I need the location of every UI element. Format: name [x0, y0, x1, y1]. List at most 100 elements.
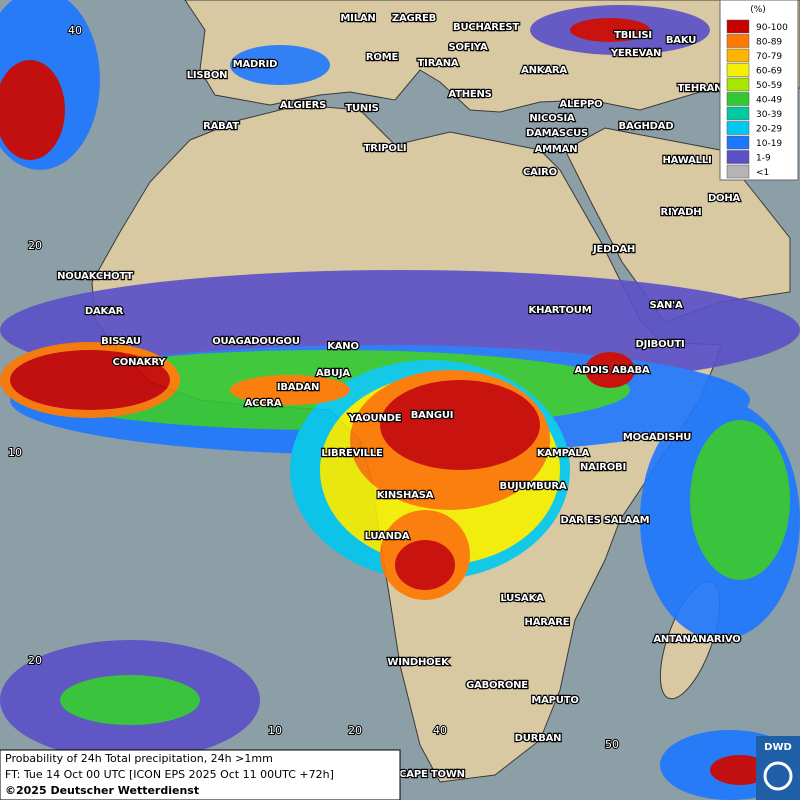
footer-title: Probability of 24h Total precipitation, …	[5, 752, 273, 765]
city-label: BANGUI	[411, 410, 454, 421]
legend-swatch	[726, 19, 750, 34]
city-label: KANO	[327, 341, 359, 352]
city-label: TUNIS	[345, 103, 378, 114]
legend-swatch	[726, 34, 750, 48]
legend-swatch	[726, 63, 750, 77]
city-label: SAN'A	[649, 300, 683, 311]
city-label: RIYADH	[661, 207, 702, 218]
city-label: ZAGREB	[392, 13, 436, 24]
city-label: HARARE	[525, 617, 570, 628]
city-label: SOFIYA	[448, 42, 488, 53]
city-label: RABAT	[203, 121, 239, 132]
city-label: DOHA	[708, 193, 741, 204]
city-label: KINSHASA	[377, 490, 434, 501]
legend-label: 80-89	[756, 38, 782, 48]
city-label: IBADAN	[277, 382, 319, 393]
footer-box	[0, 749, 401, 801]
grid-label: 40	[433, 724, 447, 737]
city-label: JEDDAH	[592, 244, 635, 255]
legend-label: 60-69	[756, 67, 782, 77]
footer-copyright: ©2025 Deutscher Wetterdienst	[5, 784, 199, 797]
city-label: ANTANANARIVO	[653, 634, 740, 645]
city-label: ADDIS ABABA	[574, 365, 649, 376]
city-label: TIRANA	[418, 58, 459, 69]
city-label: CAIRO	[523, 167, 557, 178]
grid-label: 40	[68, 24, 82, 37]
logo-icon	[763, 761, 793, 791]
logo-text: DWD	[764, 742, 792, 753]
legend-swatch	[726, 92, 750, 106]
city-label: MILAN	[340, 13, 375, 24]
legend-label: 1-9	[756, 154, 771, 164]
city-label: ROME	[366, 52, 399, 63]
legend-swatch	[726, 121, 750, 135]
city-label: AMMAN	[535, 144, 578, 155]
legend-swatch	[726, 135, 750, 150]
legend-swatch	[726, 164, 750, 179]
grid-label: 50	[605, 738, 619, 751]
footer-forecast: FT: Tue 14 Oct 00 UTC [ICON EPS 2025 Oct…	[5, 768, 334, 781]
city-label: OUAGADOUGOU	[212, 336, 300, 347]
legend-label: 10-19	[756, 139, 782, 149]
city-label: NOUAKCHOTT	[57, 271, 133, 282]
city-label: NAIROBI	[580, 462, 626, 473]
city-label: CONAKRY	[113, 357, 167, 368]
city-label: DAKAR	[85, 306, 124, 317]
city-label: HAWALLI	[662, 155, 711, 166]
legend-label: 70-79	[756, 52, 782, 62]
city-label: LUSAKA	[500, 593, 544, 604]
city-label: CAPE TOWN	[399, 769, 465, 780]
legend: (%) 90-100 80-89 70-79 60-69 50-59 40-49 30-39…	[719, 0, 799, 181]
grid-label: 10	[8, 446, 22, 459]
city-label: TBILISI	[614, 30, 652, 41]
city-label: KHARTOUM	[529, 305, 592, 316]
city-label: DURBAN	[515, 733, 562, 744]
city-label: ATHENS	[448, 89, 491, 100]
logo: DWD	[756, 736, 800, 800]
legend-swatch	[726, 106, 750, 121]
city-label: LIBREVILLE	[321, 448, 383, 459]
city-label: DAR ES SALAAM	[561, 515, 650, 526]
legend-swatch	[726, 150, 750, 164]
city-label: BAGHDAD	[619, 121, 674, 132]
city-label: GABORONE	[466, 680, 528, 691]
grid-label: 10	[268, 724, 282, 737]
city-label: LUANDA	[365, 531, 410, 542]
legend-swatch	[726, 77, 750, 92]
legend-label: 90-100	[756, 23, 788, 33]
grid-label: 20	[28, 654, 42, 667]
city-label: YEREVAN	[610, 48, 661, 59]
city-label: NICOSIA	[529, 113, 575, 124]
city-label: BAKU	[666, 35, 696, 46]
city-label: LISBON	[187, 70, 228, 81]
city-label: WINDHOEK	[387, 657, 450, 668]
grid-label: 20	[348, 724, 362, 737]
legend-label: 50-59	[756, 81, 782, 91]
legend-label: <1	[756, 168, 769, 178]
city-label: BUJUMBURA	[500, 481, 567, 492]
city-label: ABUJA	[316, 368, 350, 379]
footer: Probability of 24h Total precipitation, …	[0, 749, 401, 801]
city-label: TRIPOLI	[364, 143, 407, 154]
legend-swatch	[726, 48, 750, 63]
legend-label: 40-49	[756, 96, 782, 106]
city-label: DJIBOUTI	[636, 339, 685, 350]
legend-label: 20-29	[756, 125, 782, 135]
city-label: YAOUNDE	[348, 413, 402, 424]
city-label: ANKARA	[521, 65, 567, 76]
city-label: KAMPALA	[537, 448, 590, 459]
city-label: ALEPPO	[560, 99, 603, 110]
legend-label: 30-39	[756, 110, 782, 120]
city-label: MOGADISHU	[623, 432, 691, 443]
city-label: BUCHAREST	[453, 22, 519, 33]
city-label: TEHRAN	[678, 83, 723, 94]
city-label: ACCRA	[245, 398, 282, 409]
grid-label: 20	[28, 239, 42, 252]
city-label: MAPUTO	[531, 695, 578, 706]
city-label: DAMASCUS	[526, 128, 588, 139]
city-label: ALGIERS	[280, 100, 326, 111]
city-label: BISSAU	[101, 336, 141, 347]
city-label: MADRID	[233, 59, 278, 70]
